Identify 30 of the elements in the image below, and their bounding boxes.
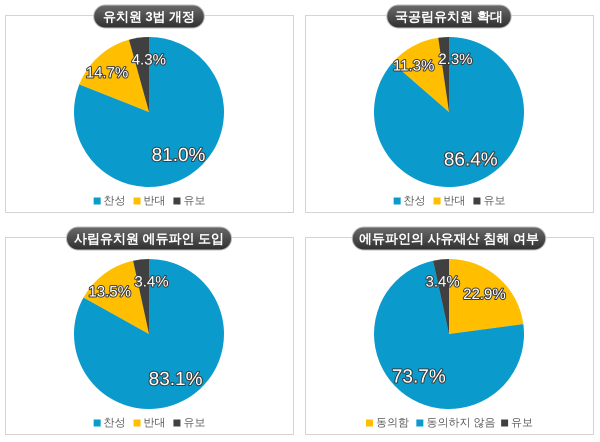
legend-label: 반대 xyxy=(144,417,166,429)
data-label: 81.0% xyxy=(152,144,206,166)
legend-label: 찬성 xyxy=(104,417,126,429)
legend-label: 유보 xyxy=(483,195,506,207)
legend-label: 유보 xyxy=(183,417,206,429)
chart-title: 유치원 3법 개정 xyxy=(102,9,196,24)
legend-label: 유보 xyxy=(183,195,206,207)
data-label: 3.4% xyxy=(425,273,460,290)
data-label: 83.1% xyxy=(148,368,203,390)
legend-label: 유보 xyxy=(511,417,534,429)
data-label: 11.3% xyxy=(392,57,434,74)
legend-label: 반대 xyxy=(444,195,466,207)
data-label: 22.9% xyxy=(463,286,506,304)
data-label: 14.7% xyxy=(86,64,128,82)
legend-label: 동의함 xyxy=(376,417,409,429)
legend-label: 반대 xyxy=(144,195,166,207)
chart-title: 사립유치원 에듀파인 도입 xyxy=(74,231,224,246)
data-label: 4.3% xyxy=(132,51,166,68)
legend-label: 동의하지 않음 xyxy=(426,417,496,429)
pie-slice xyxy=(74,259,224,409)
chart-title: 에듀파인의 사유재산 침해 여부 xyxy=(359,231,539,246)
chart-title: 국공립유치원 확대 xyxy=(395,9,503,24)
pie-slice xyxy=(374,260,524,409)
data-label: 86.4% xyxy=(444,149,498,170)
pie-slice xyxy=(374,37,524,187)
legend-label: 찬성 xyxy=(404,195,426,207)
legend-label: 찬성 xyxy=(104,195,126,207)
data-label: 73.7% xyxy=(392,366,446,388)
data-label: 13.5% xyxy=(88,283,131,300)
pie-slice xyxy=(74,37,224,187)
